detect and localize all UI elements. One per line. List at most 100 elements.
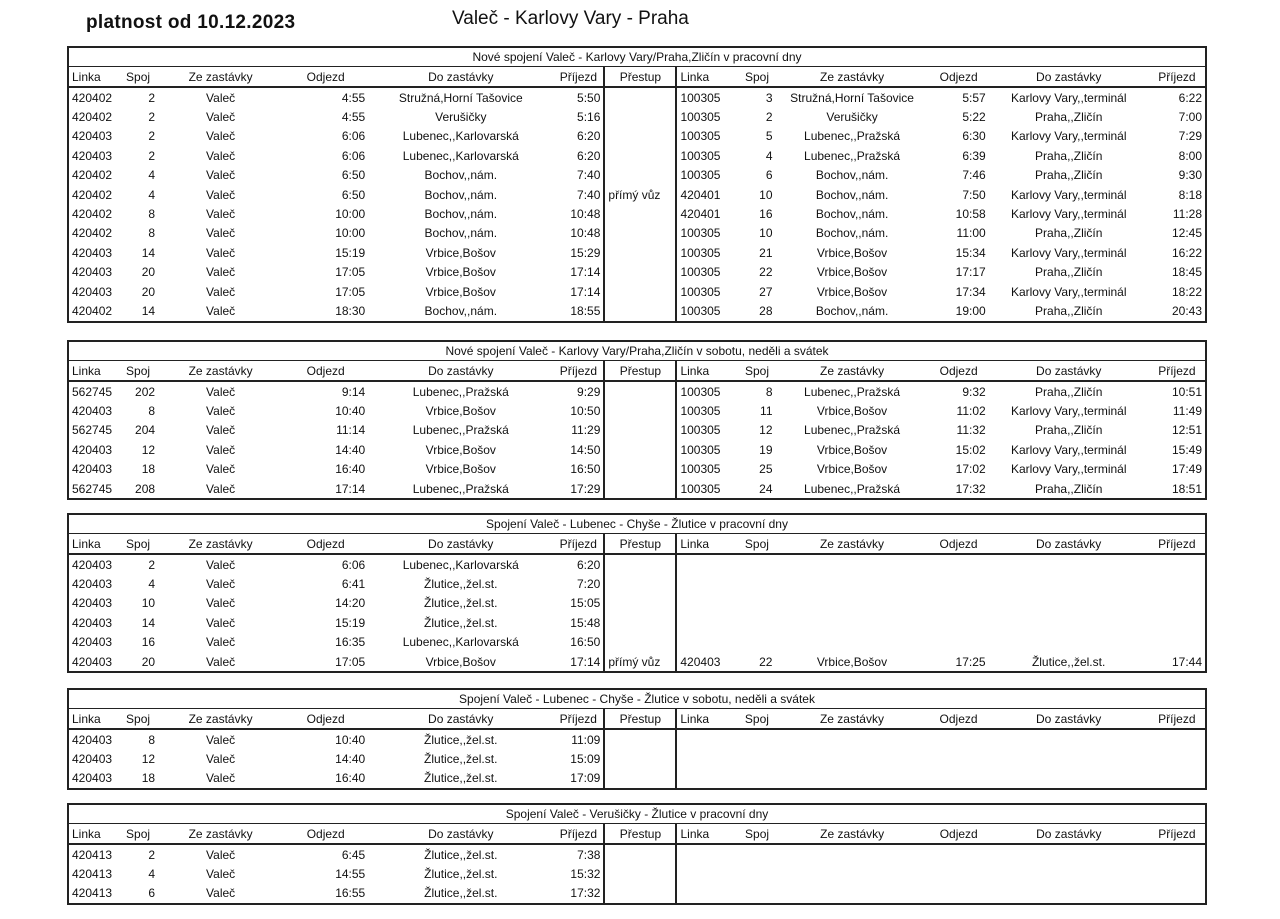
column-header-spoj: Spoj — [118, 360, 159, 382]
cell-do-zastavky: Žlutice,,žel.st. — [424, 596, 498, 611]
cell-do-zastavky — [989, 613, 1149, 632]
cell-ze-zastavky: Lubenec,,Pražská — [804, 384, 901, 399]
cell-odjezd: 16:35 — [335, 635, 366, 650]
cell-do-zastavky: Bochov,,nám. — [424, 303, 498, 318]
cell-spoj: 5 — [765, 129, 773, 144]
cell-spoj: 6 — [148, 886, 156, 901]
cell-odjezd: 17:25 — [955, 654, 986, 669]
cell-linka: 100305 — [680, 284, 721, 299]
cell-spoj — [738, 633, 775, 652]
table-row: 420402 2 Valeč 4:55 Stružná,Horní Tašovice 5:… — [68, 87, 1206, 108]
cell-ze-zastavky: Valeč — [206, 404, 236, 419]
cell-do-zastavky: Žlutice,,žel.st. — [424, 886, 498, 901]
cell-ze-zastavky: Lubenec,,Pražská — [804, 423, 901, 438]
cell-spoj: 2 — [148, 148, 156, 163]
cell-ze-zastavky: Verušičky — [826, 110, 878, 125]
cell-do-zastavky: Karlovy Vary,,terminál — [1010, 462, 1127, 477]
cell-do-zastavky: Bochov,,nám. — [424, 187, 498, 202]
cell-prijezd: 10:48 — [570, 226, 601, 241]
cell-do-zastavky: Žlutice,,žel.st. — [424, 577, 498, 592]
cell-spoj — [738, 729, 775, 749]
cell-do-zastavky: Verušičky — [435, 110, 487, 125]
column-header-prestup: Přestup — [603, 533, 678, 555]
column-header-linka: Linka — [676, 66, 739, 88]
column-header-linka: Linka — [68, 360, 119, 382]
cell-prijezd: 15:05 — [570, 596, 601, 611]
cell-prijezd — [1149, 594, 1206, 613]
cell-linka — [676, 613, 738, 632]
column-header-do-zastavky: Do zastávky — [988, 533, 1149, 555]
cell-prijezd: 18:22 — [1171, 284, 1202, 299]
cell-linka: 420402 — [72, 187, 113, 202]
cell-prestup — [603, 301, 678, 322]
column-header-ze-zastavky: Ze zastávky — [158, 533, 284, 555]
cell-linka: 100305 — [680, 245, 721, 260]
cell-ze-zastavky: Stružná,Horní Tašovice — [790, 90, 914, 105]
cell-spoj: 2 — [765, 110, 773, 125]
cell-prijezd: 9:29 — [577, 384, 601, 399]
cell-spoj: 20 — [141, 654, 156, 669]
cell-ze-zastavky: Bochov,,nám. — [815, 303, 889, 318]
cell-linka: 420402 — [72, 303, 113, 318]
table-row: 420402 14 Valeč 18:30 Bochov,,nám. 18:55 10030… — [68, 301, 1206, 322]
cell-odjezd: 14:20 — [335, 596, 366, 611]
cell-prijezd: 15:48 — [570, 615, 601, 630]
cell-spoj: 14 — [141, 615, 156, 630]
cell-linka: 420403 — [72, 462, 113, 477]
table-row: 562745 202 Valeč 9:14 Lubenec,,Pražská 9:29 10… — [68, 381, 1206, 402]
cell-prijezd — [1149, 613, 1206, 632]
cell-do-zastavky — [989, 844, 1149, 864]
cell-prijezd: 10:50 — [570, 404, 601, 419]
cell-do-zastavky: Lubenec,,Pražská — [412, 481, 509, 496]
cell-do-zastavky: Žlutice,,žel.st. — [424, 771, 498, 786]
cell-ze-zastavky: Vrbice,Bošov — [816, 284, 888, 299]
cell-prijezd: 8:18 — [1178, 187, 1202, 202]
cell-spoj: 16 — [141, 635, 156, 650]
column-header-odjezd: Odjezd — [928, 823, 989, 845]
cell-linka: 420403 — [72, 404, 113, 419]
table-title: Spojení Valeč - Verušičky - Žlutice v pr… — [68, 804, 1206, 824]
cell-ze-zastavky: Valeč — [206, 771, 236, 786]
cell-odjezd: 6:50 — [341, 187, 366, 202]
cell-odjezd: 17:32 — [955, 481, 986, 496]
table-row: 420413 4 Valeč 14:55 Žlutice,,žel.st. 15:32 — [68, 864, 1206, 884]
cell-ze-zastavky: Valeč — [206, 226, 236, 241]
cell-spoj: 12 — [141, 442, 156, 457]
cell-spoj — [739, 844, 776, 864]
cell-odjezd: 15:19 — [335, 245, 366, 260]
column-header-ze-zastavky: Ze zastávky — [775, 66, 929, 88]
cell-ze-zastavky — [775, 554, 928, 574]
cell-do-zastavky — [989, 769, 1149, 789]
cell-linka: 420403 — [72, 615, 113, 630]
cell-do-zastavky: Lubenec,,Pražská — [412, 423, 509, 438]
cell-ze-zastavky: Valeč — [206, 284, 236, 299]
table-row: 420403 2 Valeč 6:06 Lubenec,,Karlovarská 6:20… — [68, 126, 1206, 147]
cell-odjezd: 6:06 — [341, 557, 366, 572]
column-header-linka: Linka — [676, 708, 739, 730]
cell-prijezd: 5:16 — [577, 110, 601, 125]
cell-do-zastavky: Karlovy Vary,,terminál — [1010, 207, 1127, 222]
cell-do-zastavky: Karlovy Vary,,terminál — [1010, 129, 1127, 144]
cell-ze-zastavky: Valeč — [206, 752, 236, 767]
cell-linka — [676, 594, 738, 613]
column-header-do-zastavky: Do zastávky — [368, 823, 554, 845]
cell-prijezd: 17:44 — [1171, 654, 1202, 669]
cell-do-zastavky: Lubenec,,Pražská — [412, 384, 509, 399]
cell-spoj: 204 — [135, 423, 156, 438]
cell-spoj: 22 — [759, 654, 773, 669]
cell-linka: 420403 — [72, 732, 113, 747]
cell-odjezd — [929, 594, 989, 613]
cell-ze-zastavky: Valeč — [206, 615, 236, 630]
cell-spoj: 18 — [141, 771, 156, 786]
cell-spoj: 25 — [759, 462, 773, 477]
cell-ze-zastavky: Valeč — [206, 110, 236, 125]
cell-prijezd: 17:49 — [1171, 462, 1202, 477]
cell-odjezd: 7:50 — [962, 187, 986, 202]
cell-linka: 420403 — [72, 654, 113, 669]
cell-spoj — [738, 574, 775, 593]
cell-prijezd: 16:50 — [570, 635, 601, 650]
cell-ze-zastavky: Valeč — [206, 265, 236, 280]
cell-do-zastavky: Lubenec,,Karlovarská — [402, 635, 519, 650]
cell-odjezd: 15:02 — [955, 442, 986, 457]
cell-odjezd: 4:55 — [341, 90, 366, 105]
